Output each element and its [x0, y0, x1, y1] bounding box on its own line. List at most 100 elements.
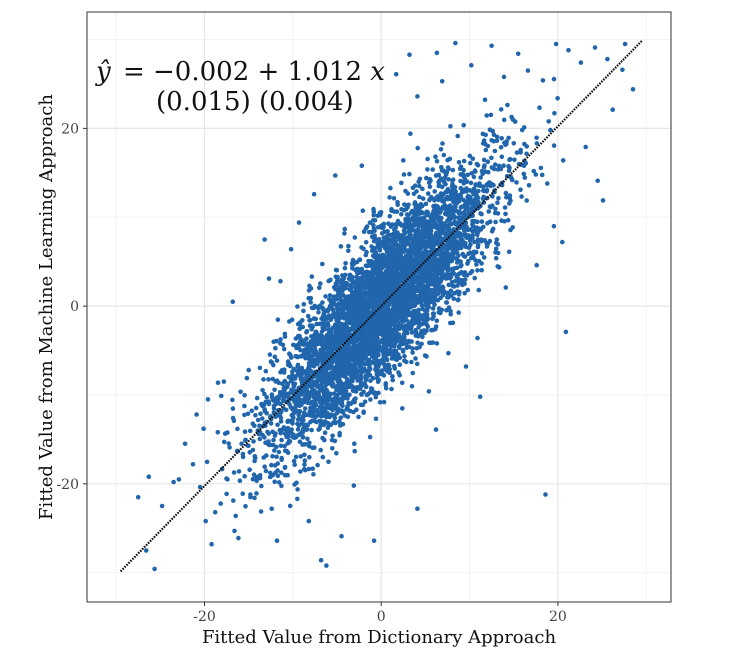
data-point [507, 201, 512, 206]
data-point [307, 441, 312, 446]
data-point [205, 460, 210, 465]
data-point [440, 250, 445, 255]
data-point [352, 389, 357, 394]
data-point [400, 406, 405, 411]
data-point [238, 390, 243, 395]
data-point [316, 392, 321, 397]
data-point [406, 303, 411, 308]
data-point [504, 139, 509, 144]
data-point [426, 269, 431, 274]
data-point [268, 471, 273, 476]
data-point [391, 309, 396, 314]
data-point [484, 148, 489, 153]
data-point [216, 380, 221, 385]
data-point [323, 430, 328, 435]
data-point [496, 196, 501, 201]
data-point [503, 205, 508, 210]
data-point [410, 384, 415, 389]
data-point [410, 346, 415, 351]
data-point [410, 350, 415, 355]
data-point [255, 396, 260, 401]
data-point [418, 216, 423, 221]
data-point [433, 255, 438, 260]
data-point [269, 421, 274, 426]
data-point [371, 207, 376, 212]
data-point [417, 184, 422, 189]
data-point [430, 280, 435, 285]
data-point [410, 330, 415, 335]
data-point [489, 113, 494, 118]
data-point [303, 442, 308, 447]
data-point [433, 241, 438, 246]
data-point [458, 259, 463, 264]
data-point [296, 363, 301, 368]
data-point [345, 404, 350, 409]
data-point [330, 434, 335, 439]
data-point [312, 349, 317, 354]
data-point [243, 504, 248, 509]
data-point [458, 232, 463, 237]
data-point [283, 473, 288, 478]
data-point [382, 222, 387, 227]
data-point [272, 388, 277, 393]
data-point [307, 288, 312, 293]
data-point [405, 235, 410, 240]
data-point [415, 146, 420, 151]
data-point [431, 306, 436, 311]
data-point [317, 286, 322, 291]
data-point [539, 166, 544, 171]
data-point [317, 419, 322, 424]
data-point [424, 250, 429, 255]
data-point [393, 357, 398, 362]
data-point [450, 178, 455, 183]
data-point [491, 183, 496, 188]
data-point [462, 159, 467, 164]
data-point [364, 333, 369, 338]
data-point [322, 438, 327, 443]
data-point [370, 354, 375, 359]
data-point [275, 423, 280, 428]
data-point [540, 173, 545, 178]
data-point [439, 176, 444, 181]
data-point [279, 457, 284, 462]
data-point [349, 379, 354, 384]
data-point [303, 458, 308, 463]
data-point [396, 370, 401, 375]
data-point [370, 300, 375, 305]
data-point [452, 284, 457, 289]
data-point [324, 411, 329, 416]
data-point [448, 309, 453, 314]
data-point [305, 329, 310, 334]
data-point [325, 321, 330, 326]
data-point [389, 387, 394, 392]
data-point [552, 143, 557, 148]
data-point [309, 428, 314, 433]
data-point [429, 328, 434, 333]
data-point [303, 406, 308, 411]
data-point [506, 164, 511, 169]
data-point [352, 441, 357, 446]
data-point [288, 504, 293, 509]
data-point [479, 212, 484, 217]
data-point [353, 235, 358, 240]
data-point [276, 317, 281, 322]
data-point [437, 265, 442, 270]
data-point [307, 284, 312, 289]
data-point [264, 469, 269, 474]
data-point [476, 163, 481, 168]
data-point [239, 441, 244, 446]
data-point [316, 377, 321, 382]
data-point [382, 373, 387, 378]
data-point [401, 349, 406, 354]
data-point [495, 264, 500, 269]
data-point [468, 161, 473, 166]
data-point [456, 298, 461, 303]
data-point [384, 381, 389, 386]
data-point [389, 224, 394, 229]
data-point [380, 231, 385, 236]
data-point [365, 224, 370, 229]
data-point [319, 388, 324, 393]
data-point [490, 229, 495, 234]
data-point [398, 362, 403, 367]
data-point [407, 172, 412, 177]
